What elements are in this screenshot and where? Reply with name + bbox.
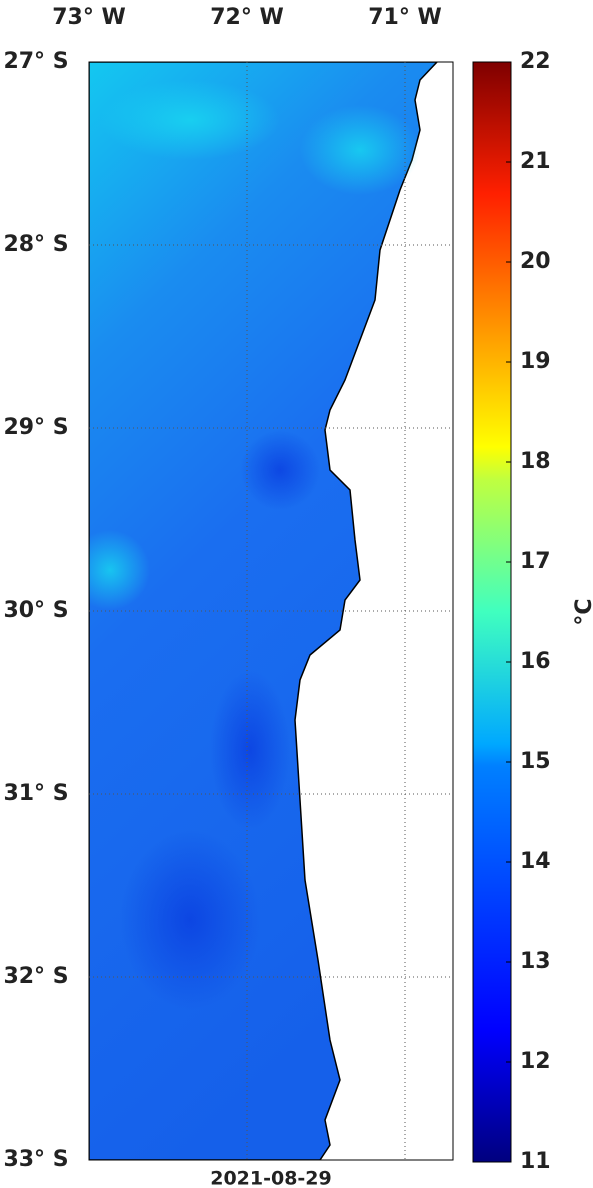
colorbar (472, 61, 512, 1163)
colorbar-tick-label: 13 (520, 949, 551, 974)
colorbar-tick-label: 11 (520, 1149, 551, 1174)
latitude-label: 30° S (3, 598, 68, 623)
colorbar-tick-label: 22 (520, 49, 551, 74)
longitude-label: 72° W (210, 5, 284, 30)
colorbar-tick-label: 18 (520, 449, 551, 474)
longitude-label: 71° W (368, 5, 442, 30)
colorbar-tick-label: 20 (520, 249, 551, 274)
latitude-label: 29° S (3, 415, 68, 440)
latitude-label: 28° S (3, 232, 68, 257)
latitude-label: 33° S (3, 1147, 68, 1172)
latitude-label: 32° S (3, 964, 68, 989)
colorbar-tick-label: 19 (520, 349, 551, 374)
colorbar-tick-label: 17 (520, 549, 551, 574)
colorbar-tick-label: 15 (520, 749, 551, 774)
colorbar-tick-label: 12 (520, 1049, 551, 1074)
colorbar-tick-label: 16 (520, 649, 551, 674)
longitude-label: 73° W (52, 5, 126, 30)
colorbar-unit: °C (572, 598, 593, 625)
colorbar-tick-label: 14 (520, 849, 551, 874)
sea-surface (89, 62, 439, 1160)
date-label: 2021-08-29 (210, 1168, 332, 1188)
colorbar-tick-label: 21 (520, 149, 551, 174)
latitude-label: 27° S (3, 49, 68, 74)
latitude-label: 31° S (3, 781, 68, 806)
